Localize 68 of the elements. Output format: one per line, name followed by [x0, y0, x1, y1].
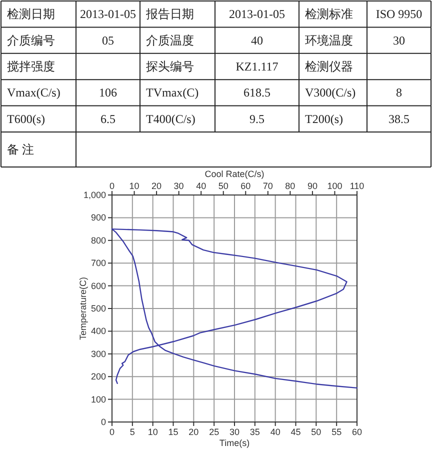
text: 备 注 [7, 142, 34, 156]
text: 9.5 [250, 112, 264, 126]
text: 报告日期 [145, 7, 194, 22]
text: 8 [396, 86, 402, 100]
text: 环境温度 [305, 33, 353, 48]
x-tick-label: 45 [290, 427, 301, 437]
text: T200(s) [305, 112, 343, 126]
x2-tick-label: 100 [327, 181, 342, 191]
text: 40 [251, 33, 263, 48]
y-tick-label: 900 [90, 212, 106, 223]
text: 05 [102, 33, 114, 48]
text: 38.5 [388, 112, 410, 126]
text: Vmax(C/s) [7, 86, 60, 100]
x2-axis-title: Cool Rate(C/s) [204, 169, 264, 179]
x-tick-label: 60 [352, 427, 362, 437]
x-tick-label: 40 [270, 427, 280, 437]
x-axis-title: Time(s) [219, 438, 250, 448]
text: ISO 9950 [376, 7, 422, 22]
x-tick-label: 10 [148, 427, 158, 437]
x-tick-label: 30 [229, 427, 240, 437]
text: 介质温度 [146, 33, 194, 48]
y-tick-label: 700 [90, 258, 106, 268]
x2-tick-label: 70 [262, 181, 273, 191]
y-tick-label: 0 [100, 417, 106, 427]
text: T600(s) [7, 112, 45, 126]
text: 2013-01-05 [80, 7, 136, 22]
text: T400(C/s) [146, 112, 196, 126]
x2-tick-label: 50 [218, 181, 228, 191]
x-tick-label: 35 [250, 427, 260, 437]
text: 检测日期 [7, 7, 55, 22]
x-tick-label: 15 [168, 427, 178, 437]
x2-tick-label: 110 [350, 181, 364, 191]
x-tick-label: 25 [209, 427, 220, 437]
x-tick-label: 50 [311, 427, 322, 437]
text: KZ1.117 [236, 60, 278, 74]
text: 检测标准 [305, 7, 353, 22]
x2-tick-label: 80 [285, 181, 296, 191]
x-tick-label: 55 [332, 427, 342, 437]
text: 检测仪器 [305, 60, 353, 74]
x2-tick-label: 20 [152, 181, 162, 191]
text: 106 [99, 86, 117, 100]
x-tick-label: 5 [130, 427, 135, 437]
text: 探头编号 [146, 60, 194, 74]
text: 6.5 [100, 112, 116, 126]
text: 618.5 [244, 86, 270, 100]
y-tick-label: 1,000 [83, 190, 106, 200]
x2-tick-label: 0 [109, 181, 115, 191]
x2-tick-label: 10 [129, 181, 140, 191]
y-axis-title: Temperature(C) [78, 276, 88, 340]
y-tick-label: 600 [90, 280, 106, 291]
text: TVmax(C) [146, 86, 199, 100]
x2-tick-label: 40 [196, 181, 206, 191]
y-tick-label: 100 [90, 394, 106, 404]
y-tick-label: 300 [90, 348, 106, 359]
x-tick-label: 0 [109, 427, 115, 437]
y-tick-label: 500 [90, 304, 106, 314]
y-tick-label: 800 [90, 235, 106, 246]
text: 搅拌强度 [7, 60, 55, 74]
x2-tick-label: 30 [174, 181, 184, 191]
y-tick-label: 400 [90, 326, 106, 336]
y-tick-label: 200 [90, 372, 106, 382]
text: 30 [393, 33, 405, 48]
x2-tick-label: 90 [307, 181, 318, 191]
x-tick-label: 20 [188, 427, 199, 437]
text: 介质编号 [7, 33, 55, 48]
text: V300(C/s) [305, 86, 356, 100]
x2-tick-label: 60 [240, 181, 251, 191]
text: 2013-01-05 [229, 7, 285, 22]
